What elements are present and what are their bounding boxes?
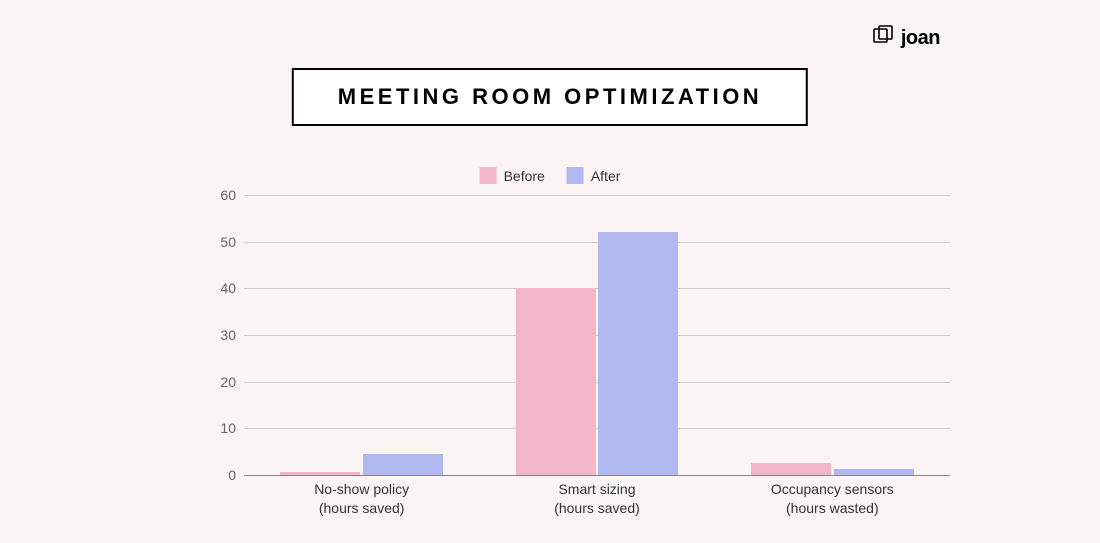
bar bbox=[598, 232, 678, 475]
y-tick-label: 0 bbox=[206, 467, 236, 483]
bar bbox=[834, 469, 914, 475]
brand-logo: joan bbox=[871, 24, 940, 53]
y-tick-label: 20 bbox=[206, 374, 236, 390]
gridline bbox=[244, 428, 950, 429]
legend-label-after: After bbox=[591, 168, 621, 184]
gridline bbox=[244, 288, 950, 289]
y-tick-label: 60 bbox=[206, 187, 236, 203]
brand-logo-text: joan bbox=[901, 27, 940, 50]
chart-legend: Before After bbox=[480, 167, 621, 184]
bar bbox=[516, 288, 596, 475]
x-axis-label: Occupancy sensors(hours wasted) bbox=[715, 480, 950, 518]
bar bbox=[280, 472, 360, 475]
chart-title: MEETING ROOM OPTIMIZATION bbox=[338, 84, 762, 110]
x-axis-label: No-show policy(hours saved) bbox=[244, 480, 479, 518]
axis-baseline bbox=[244, 475, 950, 476]
x-axis-label: Smart sizing(hours saved) bbox=[479, 480, 714, 518]
chart-area: 0102030405060 bbox=[210, 195, 950, 475]
gridline bbox=[244, 335, 950, 336]
legend-swatch-after bbox=[567, 167, 584, 184]
brand-logo-icon bbox=[871, 24, 895, 53]
x-axis-labels: No-show policy(hours saved)Smart sizing(… bbox=[244, 480, 950, 518]
legend-swatch-before bbox=[480, 167, 497, 184]
legend-item-before: Before bbox=[480, 167, 545, 184]
legend-item-after: After bbox=[567, 167, 621, 184]
y-tick-label: 30 bbox=[206, 327, 236, 343]
gridline bbox=[244, 195, 950, 196]
legend-label-before: Before bbox=[504, 168, 545, 184]
y-tick-label: 50 bbox=[206, 234, 236, 250]
y-tick-label: 40 bbox=[206, 280, 236, 296]
gridline bbox=[244, 382, 950, 383]
chart-plot: 0102030405060 bbox=[244, 195, 950, 475]
bar bbox=[363, 454, 443, 475]
gridline bbox=[244, 242, 950, 243]
chart-title-box: MEETING ROOM OPTIMIZATION bbox=[292, 68, 808, 126]
bar bbox=[751, 463, 831, 475]
y-tick-label: 10 bbox=[206, 420, 236, 436]
